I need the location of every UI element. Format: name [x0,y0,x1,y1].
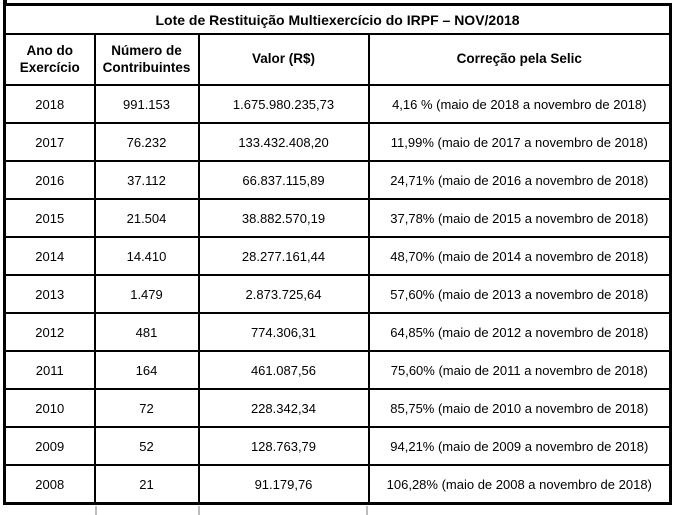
value-cell: 133.432.408,20 [197,122,370,162]
selic-cell: 64,85% (maio de 2012 a novembro de 2018) [367,312,672,352]
value-cell: 774.306,31 [197,312,370,352]
value-cell: 128.763,79 [197,426,370,466]
table-row: 2017 76.232 133.432.408,20 11,99% (maio … [3,122,672,162]
table-row: 2018 991.153 1.675.980.235,73 4,16 % (ma… [3,84,672,124]
contributors-cell: 52 [93,426,200,466]
contributors-cell: 37.112 [93,160,200,200]
year-cell: 2016 [3,160,96,200]
contributors-cell: 1.479 [93,274,200,314]
contributors-cell: 21 [93,464,200,505]
value-cell: 91.179,76 [197,464,370,505]
gridline-artifact-top-left [3,0,7,5]
gridline-artifact-bottom-1 [95,506,97,515]
selic-cell: 24,71% (maio de 2016 a novembro de 2018) [367,160,672,200]
table-title: Lote de Restituição Multiexercício do IR… [3,3,672,35]
contributors-cell: 14.410 [93,236,200,276]
selic-cell: 94,21% (maio de 2009 a novembro de 2018) [367,426,672,466]
column-header-numero-contribuintes: Número de Contribuintes [93,33,200,86]
table-row: 2009 52 128.763,79 94,21% (maio de 2009 … [3,426,672,466]
column-header-valor: Valor (R$) [197,33,370,86]
table-title-row: Lote de Restituição Multiexercício do IR… [3,3,672,35]
gridline-artifact-bottom-3 [366,506,368,515]
value-cell: 2.873.725,64 [197,274,370,314]
selic-cell: 11,99% (maio de 2017 a novembro de 2018) [367,122,672,162]
table-row: 2014 14.410 28.277.161,44 48,70% (maio d… [3,236,672,276]
selic-cell: 57,60% (maio de 2013 a novembro de 2018) [367,274,672,314]
selic-cell: 85,75% (maio de 2010 a novembro de 2018) [367,388,672,428]
table-row: 2010 72 228.342,34 85,75% (maio de 2010 … [3,388,672,428]
table-row: 2015 21.504 38.882.570,19 37,78% (maio d… [3,198,672,238]
selic-cell: 106,28% (maio de 2008 a novembro de 2018… [367,464,672,505]
table-header-row: Ano do Exercício Número de Contribuintes… [3,33,672,86]
selic-cell: 37,78% (maio de 2015 a novembro de 2018) [367,198,672,238]
selic-cell: 4,16 % (maio de 2018 a novembro de 2018) [367,84,672,124]
value-cell: 461.087,56 [197,350,370,390]
table-row: 2013 1.479 2.873.725,64 57,60% (maio de … [3,274,672,314]
year-cell: 2010 [3,388,96,428]
contributors-cell: 72 [93,388,200,428]
value-cell: 66.837.115,89 [197,160,370,200]
contributors-cell: 481 [93,312,200,352]
contributors-cell: 76.232 [93,122,200,162]
year-cell: 2017 [3,122,96,162]
column-header-correcao-selic: Correção pela Selic [367,33,672,86]
table-row: 2008 21 91.179,76 106,28% (maio de 2008 … [3,464,672,505]
column-header-ano-exercicio: Ano do Exercício [3,33,96,86]
year-cell: 2008 [3,464,96,505]
year-cell: 2012 [3,312,96,352]
value-cell: 1.675.980.235,73 [197,84,370,124]
gridline-artifact-bottom-2 [198,506,200,515]
year-cell: 2013 [3,274,96,314]
year-cell: 2018 [3,84,96,124]
irpf-restitution-table: Lote de Restituição Multiexercício do IR… [3,3,673,505]
table-row: 2011 164 461.087,56 75,60% (maio de 2011… [3,350,672,390]
table-row: 2012 481 774.306,31 64,85% (maio de 2012… [3,312,672,352]
value-cell: 28.277.161,44 [197,236,370,276]
contributors-cell: 991.153 [93,84,200,124]
contributors-cell: 21.504 [93,198,200,238]
selic-cell: 48,70% (maio de 2014 a novembro de 2018) [367,236,672,276]
table-row: 2016 37.112 66.837.115,89 24,71% (maio d… [3,160,672,200]
year-cell: 2009 [3,426,96,466]
contributors-cell: 164 [93,350,200,390]
value-cell: 38.882.570,19 [197,198,370,238]
year-cell: 2011 [3,350,96,390]
selic-cell: 75,60% (maio de 2011 a novembro de 2018) [367,350,672,390]
value-cell: 228.342,34 [197,388,370,428]
year-cell: 2014 [3,236,96,276]
year-cell: 2015 [3,198,96,238]
